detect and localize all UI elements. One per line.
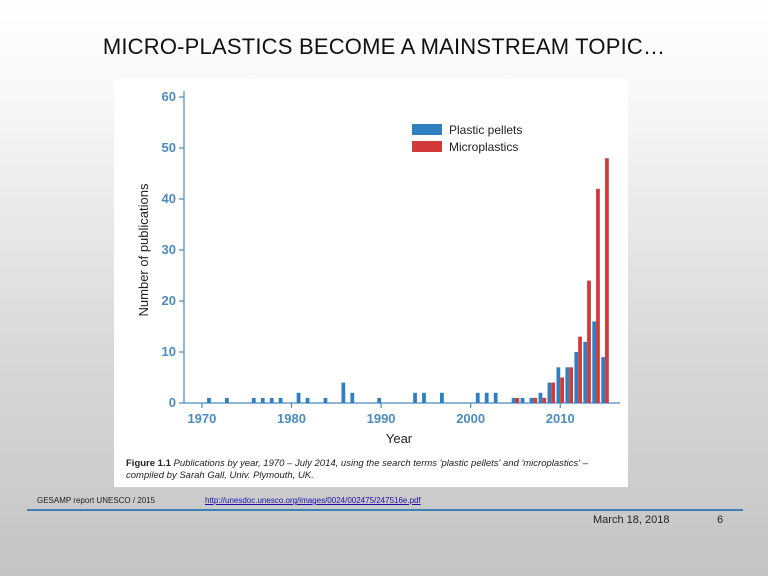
x-tick-label: 1990: [367, 411, 396, 426]
pellets-bar: [592, 321, 597, 403]
legend-label: Plastic pellets: [449, 123, 522, 137]
x-tick-label: 2010: [546, 411, 575, 426]
slide-date: March 18, 2018: [593, 514, 670, 526]
pellets-bar: [601, 357, 606, 403]
pellets-bar: [511, 397, 516, 403]
microplastics-bar: [551, 382, 556, 403]
microplastics-bar: [578, 336, 582, 403]
pellets-bar: [475, 392, 480, 403]
legend-label: Microplastics: [449, 140, 518, 154]
y-axis-title: Number of publications: [136, 183, 151, 316]
pellets-bar: [440, 392, 444, 403]
pellets-bar: [520, 397, 525, 403]
pellets-bar: [260, 397, 265, 403]
pellets-bar: [350, 392, 355, 403]
publications-figure: 0 10 20 30 40 50 60 1970 1980 1990 2000 2010 Year Num…: [114, 79, 628, 487]
y-tick-label: 20: [162, 293, 176, 308]
y-tick-label: 50: [162, 140, 176, 155]
microplastics-bar: [515, 397, 520, 403]
pellets-bar: [574, 352, 579, 403]
microplastics-bar: [587, 280, 591, 403]
y-tick-label: 0: [169, 395, 176, 410]
pellets-bar: [377, 397, 382, 403]
microplastics-bar: [560, 377, 565, 403]
microplastics-bar: [533, 397, 538, 403]
microplastics-bar: [542, 397, 547, 403]
microplastics-bar: [605, 158, 609, 403]
pellets-bar: [422, 392, 426, 403]
pellets-bar: [251, 397, 256, 403]
legend-swatch: [412, 141, 442, 152]
pellets-bar: [565, 367, 570, 403]
pellets-bar: [207, 397, 211, 403]
x-tick-label: 1980: [277, 411, 306, 426]
source-citation: GESAMP report UNESCO / 2015: [37, 496, 156, 505]
footer-divider: [27, 509, 743, 511]
slide-title: MICRO-PLASTICS BECOME A MAINSTREAM TOPIC…: [102, 34, 666, 59]
pellets-bar: [484, 392, 489, 403]
x-axis-title: Year: [386, 431, 413, 446]
pellets-bar: [529, 397, 534, 403]
pellets-bar: [269, 397, 274, 403]
y-tick-label: 60: [162, 89, 176, 104]
pellets-bar: [278, 397, 283, 403]
legend-swatch: [412, 124, 442, 135]
y-tick-label: 10: [162, 344, 176, 359]
pellets-bar: [341, 382, 346, 403]
source-link[interactable]: http://unesdoc.unesco.org/images/0024/00…: [205, 496, 421, 505]
x-tick-label: 2000: [456, 411, 485, 426]
pellets-bar: [413, 392, 417, 403]
pellets-bar: [305, 397, 310, 403]
caption-label: Figure 1.1: [126, 458, 171, 469]
pellets-bar: [296, 392, 301, 403]
y-tick-label: 40: [162, 191, 176, 206]
microplastics-bar: [596, 188, 600, 403]
y-tick-label: 30: [162, 242, 176, 257]
pellets-bar: [556, 367, 561, 403]
caption-text: Publications by year, 1970 – July 2014, …: [126, 458, 588, 481]
pellets-bar: [493, 392, 498, 403]
pellets-bar: [323, 397, 328, 403]
figure-caption: Figure 1.1 Publications by year, 1970 – …: [126, 458, 622, 482]
page-number: 6: [717, 514, 724, 526]
pellets-bar: [547, 382, 552, 403]
microplastics-bar: [569, 367, 573, 403]
pellets-bar: [538, 392, 543, 403]
x-tick-label: 1970: [187, 411, 216, 426]
publications-chart: 0 10 20 30 40 50 60 1970 1980 1990 2000 2010 Year Num…: [136, 89, 620, 446]
pellets-bar: [225, 397, 229, 403]
pellets-bar: [583, 341, 588, 403]
